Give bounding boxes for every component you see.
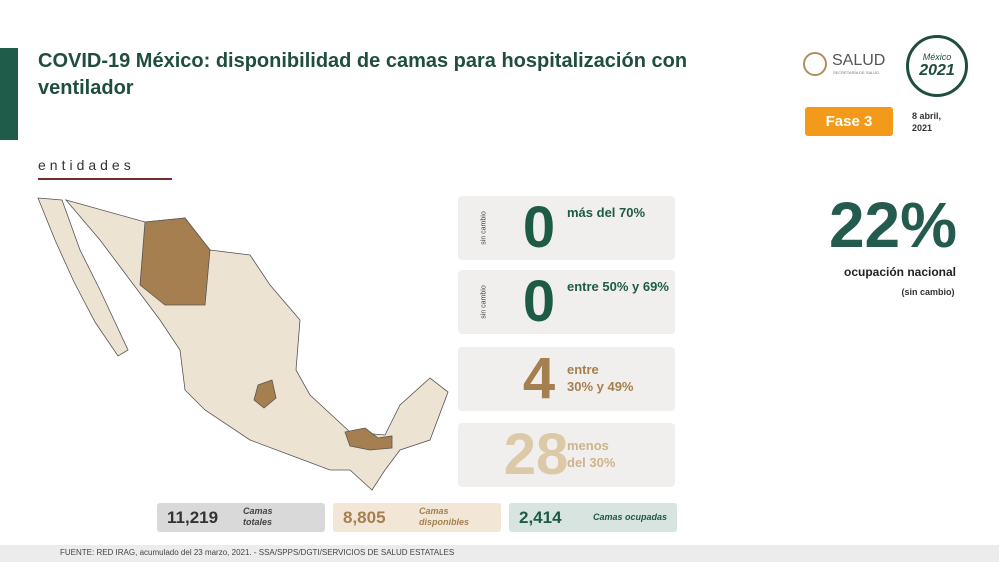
title: COVID-19 México: disponibilidad de camas… (38, 50, 688, 99)
total-value: 11,219 (167, 508, 219, 527)
level-label: entre (567, 362, 599, 377)
total-label: disponibles (419, 517, 470, 527)
section-label: entidades (38, 157, 135, 173)
map-region-highlight (344, 427, 393, 451)
date: 8 abril, (912, 111, 942, 121)
level-label: menos (567, 438, 609, 453)
map (37, 197, 449, 491)
salud-emblem (803, 52, 827, 76)
total-label: Camas (243, 506, 273, 516)
total-box: 11,219 Camas totales (157, 503, 325, 532)
phase-badge: Fase 3 (805, 107, 893, 136)
level-note: sin cambio (480, 211, 488, 245)
national-value: 22% (828, 189, 958, 261)
level-count: 0 (522, 269, 556, 334)
total-value: 8,805 (343, 508, 386, 527)
emblem-year: 2021 (919, 62, 955, 79)
level-card: 4 entre 30% y 49% (458, 347, 675, 411)
map-region-highlight (253, 379, 277, 409)
date: 2021 (912, 123, 933, 133)
national-label: ocupación nacional (843, 265, 957, 279)
level-card: 28 menos del 30% (458, 423, 675, 487)
footer-bar (0, 545, 999, 562)
level-label: 30% y 49% (567, 379, 634, 394)
map-region (37, 197, 129, 357)
level-card: sin cambio 0 más del 70% (458, 196, 675, 260)
footer-source: FUENTE: RED IRAG, acumulado del 23 marzo… (60, 548, 455, 557)
total-label: Camas (419, 506, 449, 516)
national-note: (sin cambio) (901, 287, 955, 297)
level-label: del 30% (567, 455, 616, 470)
level-note: sin cambio (480, 285, 488, 319)
total-label: Camas ocupadas (593, 512, 668, 522)
level-count: 0 (522, 195, 556, 260)
anniversary-emblem: México 2021 (906, 35, 968, 97)
level-count: 28 (503, 422, 569, 487)
level-label: más del 70% (567, 205, 646, 220)
total-label: totales (243, 517, 273, 527)
total-value: 2,414 (519, 508, 562, 527)
emblem-title: México (922, 52, 952, 62)
level-label: entre 50% y 69% (567, 279, 669, 294)
section-underline (38, 178, 172, 180)
salud-sub: SECRETARÍA DE SALUD (833, 70, 880, 75)
salud-logo: SALUD (832, 52, 886, 69)
map-region-highlight (139, 217, 211, 306)
total-box: 8,805 Camas disponibles (333, 503, 501, 532)
accent-bar (0, 48, 18, 140)
total-box: 2,414 Camas ocupadas (509, 503, 677, 532)
level-card: sin cambio 0 entre 50% y 69% (458, 270, 675, 334)
level-count: 4 (522, 346, 556, 411)
